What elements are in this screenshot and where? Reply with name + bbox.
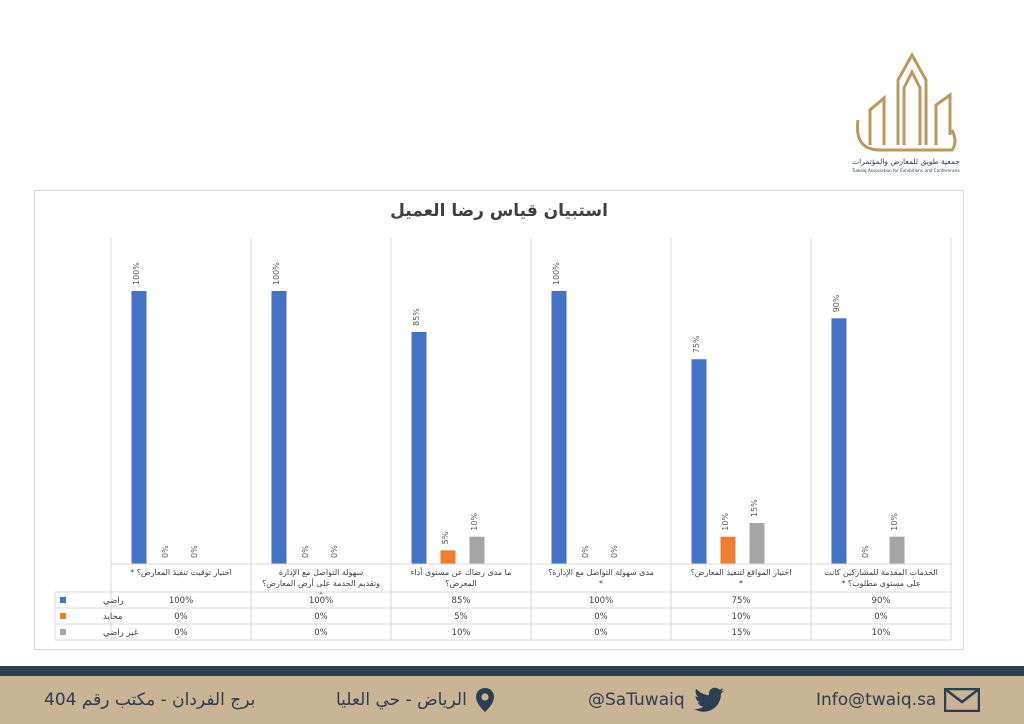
table-value: 15% — [732, 628, 751, 638]
data-label: 10% — [470, 513, 479, 531]
data-label: 15% — [750, 499, 759, 517]
twitter-handle[interactable]: @SaTuwaiq — [588, 690, 685, 710]
location-item: الرياض - حي العليا — [336, 686, 495, 714]
table-value: 0% — [314, 612, 328, 622]
table-value: 0% — [174, 628, 188, 638]
footer-divider — [0, 666, 1024, 676]
data-label: 10% — [721, 513, 730, 531]
data-label: 0% — [330, 545, 339, 558]
data-label: 100% — [552, 262, 561, 285]
twitter-item[interactable]: @SaTuwaiq — [588, 686, 725, 714]
survey-chart: 100% 0% 0% اختيار توقيت تنفيذ المعارض؟ * 100… — [54, 238, 952, 641]
table-value: 0% — [874, 612, 888, 622]
chart-container: استبيان قياس رضا العميل 100% 0% 0% اختيار ت… — [34, 190, 964, 650]
bar-محايد — [440, 550, 456, 564]
contact-footer: برج الفردان - مكتب رقم 404 الرياض - حي ا… — [0, 676, 1024, 724]
data-label: 0% — [861, 545, 870, 558]
bar-راضي — [691, 359, 707, 564]
table-value: 5% — [454, 612, 468, 622]
address-text: برج الفردان - مكتب رقم 404 — [44, 690, 256, 710]
bar-محايد — [720, 536, 736, 564]
email-address[interactable]: Info@twaiq.sa — [816, 690, 937, 710]
logo-arabic-name: جمعية طويق للمعارض والمؤتمرات — [852, 157, 960, 166]
table-value: 10% — [732, 612, 751, 622]
category-label: الخدمات المقدمة للمشاركين كانت — [824, 568, 938, 577]
data-label: 100% — [272, 262, 281, 285]
location-pin-icon — [475, 688, 494, 712]
bar-غير راضي — [469, 536, 485, 564]
table-value: 0% — [174, 612, 188, 622]
table-value: 0% — [594, 612, 608, 622]
category-label: ما مدى رضاك عن مستوى أداء — [411, 567, 512, 577]
logo-english-name: Tuwaiq Association for Exhibitions and C… — [851, 168, 960, 173]
legend-label: راضي — [103, 596, 124, 606]
legend-key-راضي — [60, 597, 66, 603]
bar-راضي — [551, 291, 567, 564]
envelope-icon — [944, 688, 981, 712]
data-label: 0% — [581, 545, 590, 558]
bar-غير راضي — [889, 536, 905, 564]
data-label: 10% — [890, 513, 899, 531]
data-label: 85% — [412, 308, 421, 326]
table-value: 10% — [872, 628, 891, 638]
table-value: 85% — [452, 596, 471, 606]
data-label: 0% — [190, 545, 199, 558]
table-value: 0% — [594, 628, 608, 638]
category-label: * — [319, 590, 323, 599]
location-text: الرياض - حي العليا — [336, 690, 467, 710]
legend-label: محايد — [103, 612, 122, 622]
table-value: 0% — [314, 628, 328, 638]
data-label: 5% — [441, 531, 450, 544]
table-value: 100% — [309, 596, 333, 606]
category-label: اختيار توقيت تنفيذ المعارض؟ * — [130, 568, 232, 577]
table-value: 75% — [732, 596, 751, 606]
legend-key-غير راضي — [60, 629, 66, 635]
bar-غير راضي — [749, 523, 765, 564]
legend-label: غير راضي — [103, 628, 139, 638]
table-value: 100% — [169, 596, 193, 606]
category-label: اختيار المواقع لتنفيذ المعارض؟ — [691, 568, 792, 577]
category-label: على مستوى مطلوب؟ * — [841, 579, 920, 588]
bar-راضي — [411, 331, 427, 564]
table-value: 90% — [872, 596, 891, 606]
bar-راضي — [831, 318, 847, 564]
chart-title: استبيان قياس رضا العميل — [390, 201, 608, 221]
data-label: 0% — [161, 545, 170, 558]
category-label: * — [739, 579, 743, 588]
data-label: 90% — [832, 294, 841, 312]
data-label: 0% — [301, 545, 310, 558]
twitter-bird-icon — [693, 687, 724, 712]
bar-راضي — [131, 291, 147, 564]
table-value: 10% — [452, 628, 471, 638]
table-value: 100% — [589, 596, 613, 606]
category-label: * — [599, 579, 603, 588]
legend-key-محايد — [60, 613, 66, 619]
bar-راضي — [271, 291, 287, 564]
email-item[interactable]: Info@twaiq.sa — [816, 686, 981, 714]
data-label: 100% — [132, 262, 141, 285]
category-label: المعرض؟ — [445, 579, 476, 588]
category-label: وتقديم الخدمة على أرض المعارض؟ — [262, 578, 380, 588]
category-label: سهولة التواصل مع الإدارة — [279, 568, 364, 578]
tuwaiq-logo: جمعية طويق للمعارض والمؤتمرات Tuwaiq Ass… — [840, 50, 970, 175]
category-label: مدى سهولة التواصل مع الإدارة؟ — [548, 568, 654, 578]
address-item: برج الفردان - مكتب رقم 404 — [44, 686, 255, 714]
data-label: 75% — [692, 335, 701, 353]
data-label: 0% — [610, 545, 619, 558]
